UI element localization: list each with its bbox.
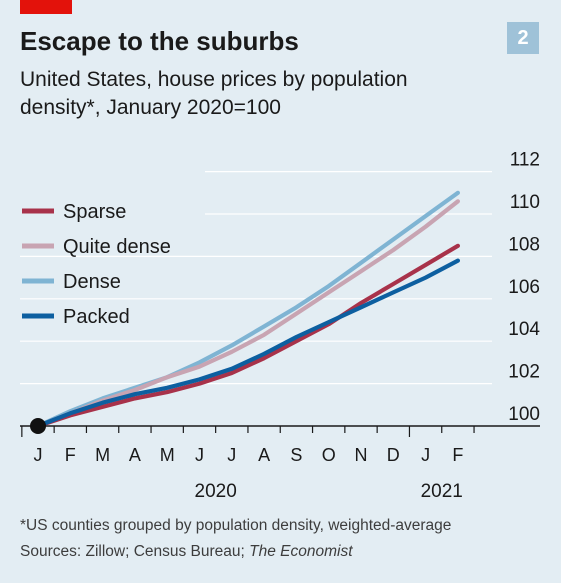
y-tick-label-106: 106 [508, 277, 540, 298]
chart-number-badge: 2 [507, 22, 539, 54]
legend-label-sparse: Sparse [63, 201, 126, 223]
chart-subtitle: United States, house prices by populatio… [20, 68, 408, 119]
y-tick-label-112: 112 [510, 150, 540, 171]
sources: Sources: Zillow; Census Bureau; The Econ… [20, 543, 353, 561]
legend-label-quite-dense: Quite dense [63, 236, 171, 258]
y-tick-label-110: 110 [510, 192, 540, 213]
legend-label-packed: Packed [63, 306, 130, 328]
y-tick-label-102: 102 [508, 362, 540, 383]
legend-label-dense: Dense [63, 271, 121, 293]
x-tick-label: D [387, 445, 400, 465]
series-line-quite-dense [35, 199, 460, 429]
x-tick-label: M [160, 445, 175, 465]
x-tick-label: J [34, 445, 43, 465]
sources-publication: The Economist [249, 543, 353, 560]
x-tick-label: F [65, 445, 76, 465]
x-tick-label: J [195, 445, 204, 465]
origin-marker [30, 418, 46, 434]
x-tick-label: M [95, 445, 110, 465]
x-tick-label: A [129, 445, 141, 465]
footnote: *US counties grouped by population densi… [20, 517, 452, 534]
brand-bar [20, 0, 72, 14]
sources-prefix: Sources: Zillow; Census Bureau; [20, 543, 250, 560]
year-label-2021: 2021 [421, 481, 463, 502]
series-line-sparse [35, 243, 460, 429]
x-tick-label: J [421, 445, 430, 465]
x-tick-label: J [227, 445, 236, 465]
x-tick-label: S [290, 445, 302, 465]
chart-title: Escape to the suburbs [20, 26, 299, 56]
x-tick-label: F [452, 445, 463, 465]
year-label-2020: 2020 [195, 481, 237, 502]
y-tick-label-108: 108 [508, 234, 540, 255]
x-tick-label: O [322, 445, 336, 465]
x-tick-label: N [355, 445, 368, 465]
series-line-packed [35, 258, 460, 429]
y-tick-label-104: 104 [508, 319, 540, 340]
y-tick-label-100: 100 [508, 404, 540, 425]
x-tick-label: A [258, 445, 270, 465]
